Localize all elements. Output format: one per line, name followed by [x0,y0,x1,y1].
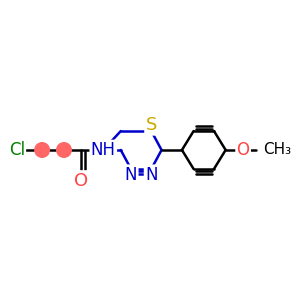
Text: NH: NH [91,141,116,159]
Text: N: N [125,166,137,184]
Text: O: O [237,141,250,159]
Text: CH₃: CH₃ [263,142,292,158]
Text: O: O [74,172,88,190]
Text: Cl: Cl [9,141,25,159]
Text: S: S [146,116,157,134]
Circle shape [57,143,71,157]
Text: N: N [145,166,158,184]
Circle shape [35,143,50,157]
